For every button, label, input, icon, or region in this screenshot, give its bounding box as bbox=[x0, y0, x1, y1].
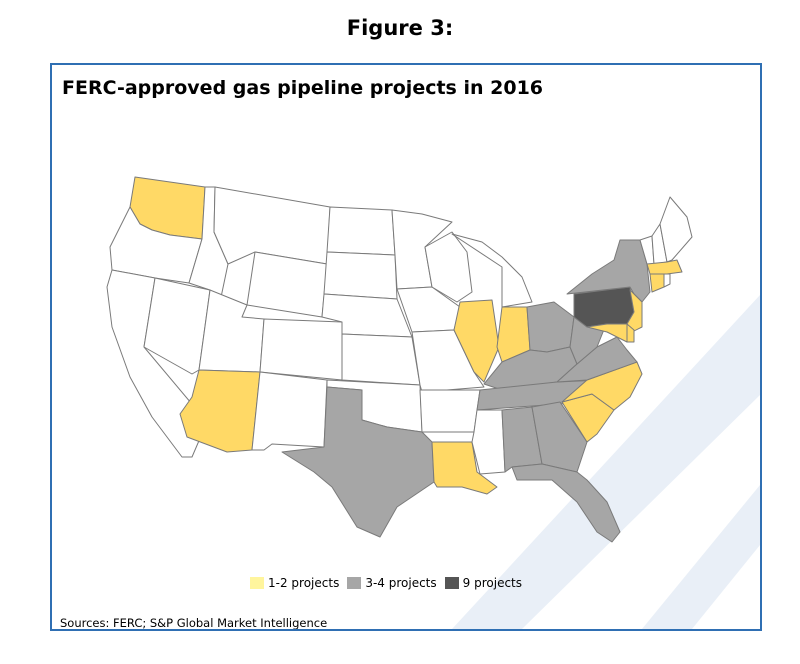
us-map bbox=[106, 176, 693, 543]
state-ri bbox=[663, 273, 671, 288]
legend-label: 3-4 projects bbox=[365, 576, 437, 590]
legend-label: 9 projects bbox=[462, 576, 523, 590]
state-nd bbox=[326, 206, 396, 256]
state-wi bbox=[424, 231, 473, 303]
state-tx bbox=[281, 386, 435, 538]
legend-swatch-3-4 bbox=[347, 577, 362, 589]
state-sd bbox=[323, 251, 398, 300]
legend-item: 9 projects bbox=[444, 576, 523, 590]
state-co bbox=[259, 318, 343, 381]
state-nm bbox=[251, 371, 328, 451]
state-ga bbox=[531, 401, 588, 473]
state-ct bbox=[649, 273, 665, 293]
source-note: Sources: FERC; S&P Global Market Intelli… bbox=[60, 616, 328, 630]
legend-item: 1-2 projects bbox=[250, 576, 339, 590]
state-me bbox=[659, 196, 693, 263]
state-fl bbox=[511, 463, 621, 543]
state-md bbox=[586, 323, 628, 343]
state-ks bbox=[341, 333, 421, 386]
state-mi bbox=[451, 233, 533, 308]
map-title: FERC-approved gas pipeline projects in 2… bbox=[62, 77, 544, 99]
state-la bbox=[431, 441, 498, 495]
legend-swatch-9 bbox=[444, 577, 459, 589]
figure-label: Figure 3: bbox=[346, 16, 454, 40]
legend-item: 3-4 projects bbox=[347, 576, 437, 590]
map-panel: FERC-approved gas pipeline projects in 2… bbox=[50, 63, 762, 631]
state-wy bbox=[246, 251, 328, 318]
legend-swatch-1-2 bbox=[250, 577, 264, 589]
state-pa bbox=[573, 286, 635, 328]
background-swoosh bbox=[452, 295, 760, 629]
state-ms bbox=[471, 409, 506, 475]
state-nv bbox=[143, 277, 211, 375]
state-il bbox=[453, 299, 500, 383]
legend: 1-2 projects 3-4 projects 9 projects bbox=[250, 576, 530, 590]
state-oh bbox=[526, 301, 575, 353]
state-nc bbox=[561, 361, 643, 411]
state-ar bbox=[419, 389, 481, 433]
legend-label: 1-2 projects bbox=[268, 576, 340, 590]
state-mt bbox=[213, 186, 331, 265]
